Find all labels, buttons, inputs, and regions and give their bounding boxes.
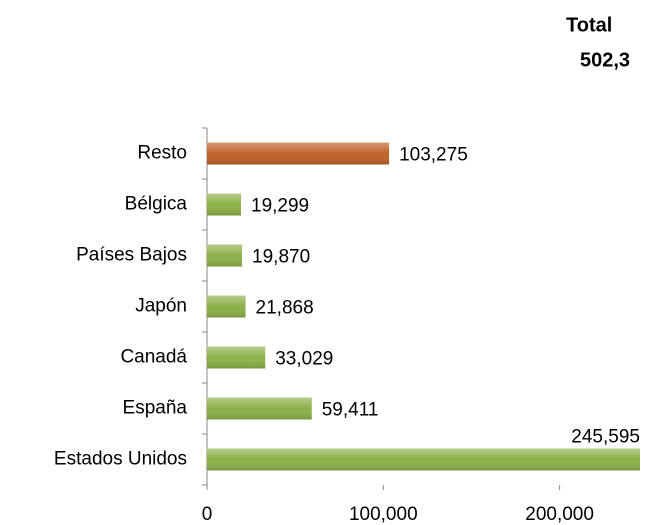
chart-title: Total [566,14,612,36]
y-tick-label: Japón [135,296,187,317]
data-label: 103,275 [399,145,468,166]
y-tick-label: España [123,398,188,419]
y-tick-label: Países Bajos [76,245,187,266]
data-label: 33,029 [275,349,333,370]
data-label: 21,868 [256,298,314,319]
bar-shade [207,244,243,267]
y-tick-label: Estados Unidos [54,449,187,470]
bar-shade [207,295,246,318]
data-label: 59,411 [322,400,379,421]
bar-shade [207,193,242,216]
x-tick-label: 200,000 [525,504,594,525]
bar-shade [207,346,266,369]
data-label: 245,595 [571,427,640,448]
bar-shade [207,397,312,420]
bar-shade [207,142,390,165]
data-label: 19,299 [251,196,309,217]
y-tick-label: Bélgica [125,194,188,215]
data-label: 19,870 [252,247,310,268]
chart-title: 502,3 [580,49,630,71]
bar-shade [207,448,640,471]
y-tick-label: Canadá [120,347,187,368]
x-tick-label: 0 [202,504,213,525]
y-tick-label: Resto [137,143,187,164]
x-tick-label: 100,000 [349,504,418,525]
